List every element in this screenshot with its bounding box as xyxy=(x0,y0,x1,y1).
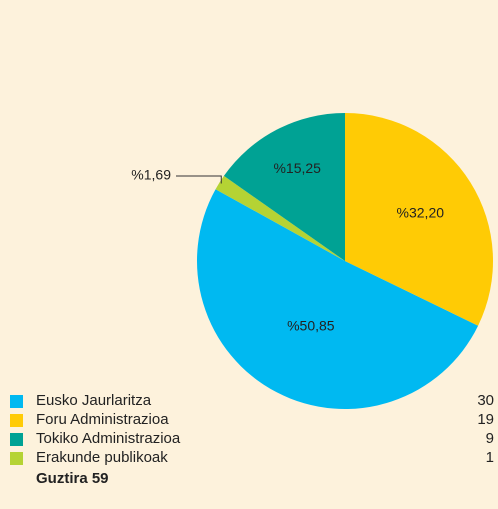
legend-swatch xyxy=(10,433,23,446)
leader-line xyxy=(176,175,222,184)
legend-swatch xyxy=(10,395,23,408)
legend-count: 19 xyxy=(477,411,494,428)
legend-label: Eusko Jaurlaritza xyxy=(36,392,152,409)
total-label: Guztira 59 xyxy=(36,470,109,487)
legend-label: Erakunde publikoak xyxy=(36,449,168,466)
legend-swatch xyxy=(10,414,23,427)
pie-slice xyxy=(215,175,345,261)
legend-label: Foru Administrazioa xyxy=(36,411,169,428)
slice-label: %15,25 xyxy=(273,160,321,176)
slice-label: %50,85 xyxy=(287,317,335,333)
legend-label: Tokiko Administrazioa xyxy=(36,430,181,447)
slice-label: %1,69 xyxy=(131,167,171,183)
pie-slice xyxy=(345,113,493,326)
pie-slice xyxy=(223,113,345,261)
legend-count: 30 xyxy=(477,392,494,409)
slice-label: %32,20 xyxy=(397,205,445,221)
pie-slice xyxy=(197,189,479,409)
legend-swatch xyxy=(10,452,23,465)
legend-count: 1 xyxy=(486,449,494,466)
legend-count: 9 xyxy=(486,430,494,447)
